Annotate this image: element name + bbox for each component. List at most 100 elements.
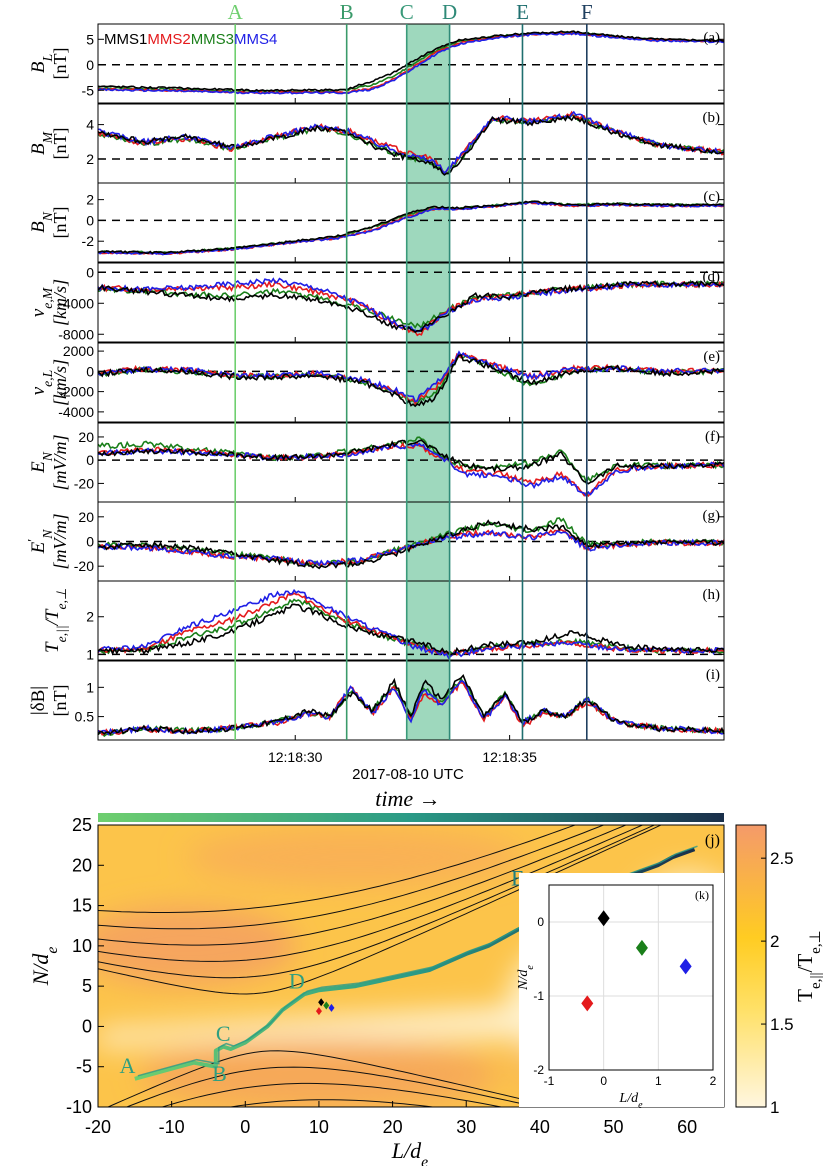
field-line [98, 825, 577, 913]
x-tick-label: 0 [240, 1117, 250, 1137]
marker-label-A: A [228, 0, 244, 24]
y-axis-unit-d: [km/s] [50, 279, 70, 326]
panel-frame [97, 660, 725, 741]
series-mms4-h [97, 588, 725, 660]
series-mms2-h [97, 592, 725, 657]
panel-label-f: (f) [705, 429, 720, 445]
trajectory-label-C: C [216, 1021, 231, 1046]
colorbar [735, 824, 767, 1108]
panel-label-g: (g) [703, 508, 721, 524]
series-mms1-g [97, 519, 725, 570]
panel-a: -5 0 5 (a) BL[nT] [28, 23, 725, 104]
inset-y-tick-label: 0 [537, 915, 544, 929]
series-mms1-f [97, 439, 725, 485]
field-line [125, 1066, 540, 1107]
inset-x-tick-label: 1 [655, 1074, 662, 1088]
x-tick-label: -10 [159, 1117, 185, 1137]
y-tick-label: 0 [82, 1016, 92, 1036]
field-line [98, 825, 605, 930]
trajectory-label-D: D [289, 969, 305, 994]
panel-label-e: (e) [703, 349, 720, 365]
field-line [98, 825, 628, 946]
y-axis-label-c: BN [28, 211, 55, 233]
panel-frame [97, 580, 725, 661]
panel-h: 1 2 (h) Te,||/Te,⊥ [42, 580, 725, 662]
x-tick-label: 10 [309, 1117, 329, 1137]
panel-i: 0.5 1 (i) |δB| [nT] [28, 660, 725, 741]
inset-marker-mms4 [679, 958, 692, 975]
panel-label-h: (h) [703, 587, 721, 603]
y-tick-label: 25 [72, 815, 92, 835]
y-tick-label: 0 [86, 57, 94, 73]
trajectory-map: ABCDEF(j)-20-100102030405060-10-50510152… [28, 813, 824, 1166]
legend: MMS1MMS2MMS3MMS4 [104, 31, 277, 48]
y-tick-label: 4 [86, 117, 94, 133]
series-mms2-g [97, 528, 725, 567]
time-series-stack: -505 (a)BL[nT]24 (b)BM[nT]-202 (c)BN[nT]-80… [25, 0, 725, 811]
spacecraft-marker-mms4 [328, 1003, 335, 1012]
y-tick-label: 1 [86, 679, 94, 695]
y-tick-label: 20 [72, 855, 92, 875]
y-tick-label: 20 [78, 509, 94, 525]
y-tick-label: -20 [74, 475, 94, 491]
y-axis-unit-b: [nT] [50, 128, 70, 160]
marker-label-D: D [442, 0, 457, 24]
marker-label-B: B [340, 0, 354, 24]
inset-marker-mms2 [581, 995, 594, 1012]
marker-label-F: F [581, 0, 593, 24]
panel-label-a: (a) [703, 30, 720, 46]
series-mms4-e [97, 350, 725, 403]
series-mms1-e [97, 354, 725, 408]
inset-marker-mms1 [597, 910, 610, 927]
y-axis-label-e: ve,L [28, 370, 55, 396]
y-tick-label: 5 [82, 976, 92, 996]
x-tick-label: 12:18:35 [482, 749, 537, 765]
marker-label-C: C [400, 0, 414, 24]
y-axis-label-h: Te,||/Te,⊥ [42, 588, 69, 653]
spacecraft-marker-mms1 [318, 998, 325, 1007]
panel-frame [97, 342, 725, 423]
marker-label-E: E [516, 0, 529, 24]
y-axis-label-j: N/de [28, 947, 61, 987]
y-tick-label: -2000 [58, 384, 94, 400]
y-axis-unit-f: [mV/m] [50, 434, 70, 490]
x-tick-label: -20 [85, 1117, 111, 1137]
inset-y-tick-label: -2 [533, 1063, 544, 1077]
x-tick-label: 60 [677, 1117, 697, 1137]
y-axis-label-i: |δB| [28, 686, 49, 715]
x-tick-label: 20 [383, 1117, 403, 1137]
x-tick-label: 30 [456, 1117, 476, 1137]
panel-c: -2 0 2 (c) BN[nT] [28, 182, 725, 263]
panel-frame [97, 23, 725, 104]
legend-entry-mms4: MMS4 [234, 31, 277, 48]
x-axis-label: time → [375, 786, 440, 811]
panel-label-k: (k) [695, 888, 709, 902]
legend-entry-mms1: MMS1 [104, 31, 147, 48]
series-mms1-i [97, 673, 725, 736]
x-tick-label: 50 [604, 1117, 624, 1137]
y-tick-label: 2 [86, 151, 94, 167]
series-mms1-b [97, 114, 725, 176]
x-tick-label: 12:18:30 [268, 749, 323, 765]
y-tick-label: 0 [86, 212, 94, 228]
y-axis-unit-c: [nT] [50, 207, 70, 239]
y-tick-label: -10 [66, 1097, 92, 1117]
inset-k: -1 0 1 2-2-10(k)L/deN/de [516, 873, 724, 1111]
panel-f: -20 0 20 (f) EN[mV/m] [28, 422, 725, 503]
inset-y-axis-label: N/de [516, 965, 536, 991]
y-tick-label: 20 [78, 429, 94, 445]
y-axis-label-a: BL [28, 54, 55, 73]
y-tick-label: 0 [86, 363, 94, 379]
y-tick-label: -4000 [58, 295, 94, 311]
shaded-interval-CD [406, 24, 450, 740]
y-tick-label: 2000 [63, 343, 94, 359]
panel-label-d: (d) [703, 269, 721, 285]
spacecraft-marker-mms3 [323, 1001, 330, 1010]
y-tick-label: 2 [86, 192, 94, 208]
inset-x-tick-label: 0 [600, 1074, 607, 1088]
y-axis-unit-i: [nT] [50, 685, 70, 717]
y-axis-unit-a: [nT] [50, 48, 70, 80]
y-tick-label: 2 [86, 609, 94, 625]
series-mms1-c [97, 200, 725, 255]
y-tick-label: -4000 [58, 404, 94, 420]
